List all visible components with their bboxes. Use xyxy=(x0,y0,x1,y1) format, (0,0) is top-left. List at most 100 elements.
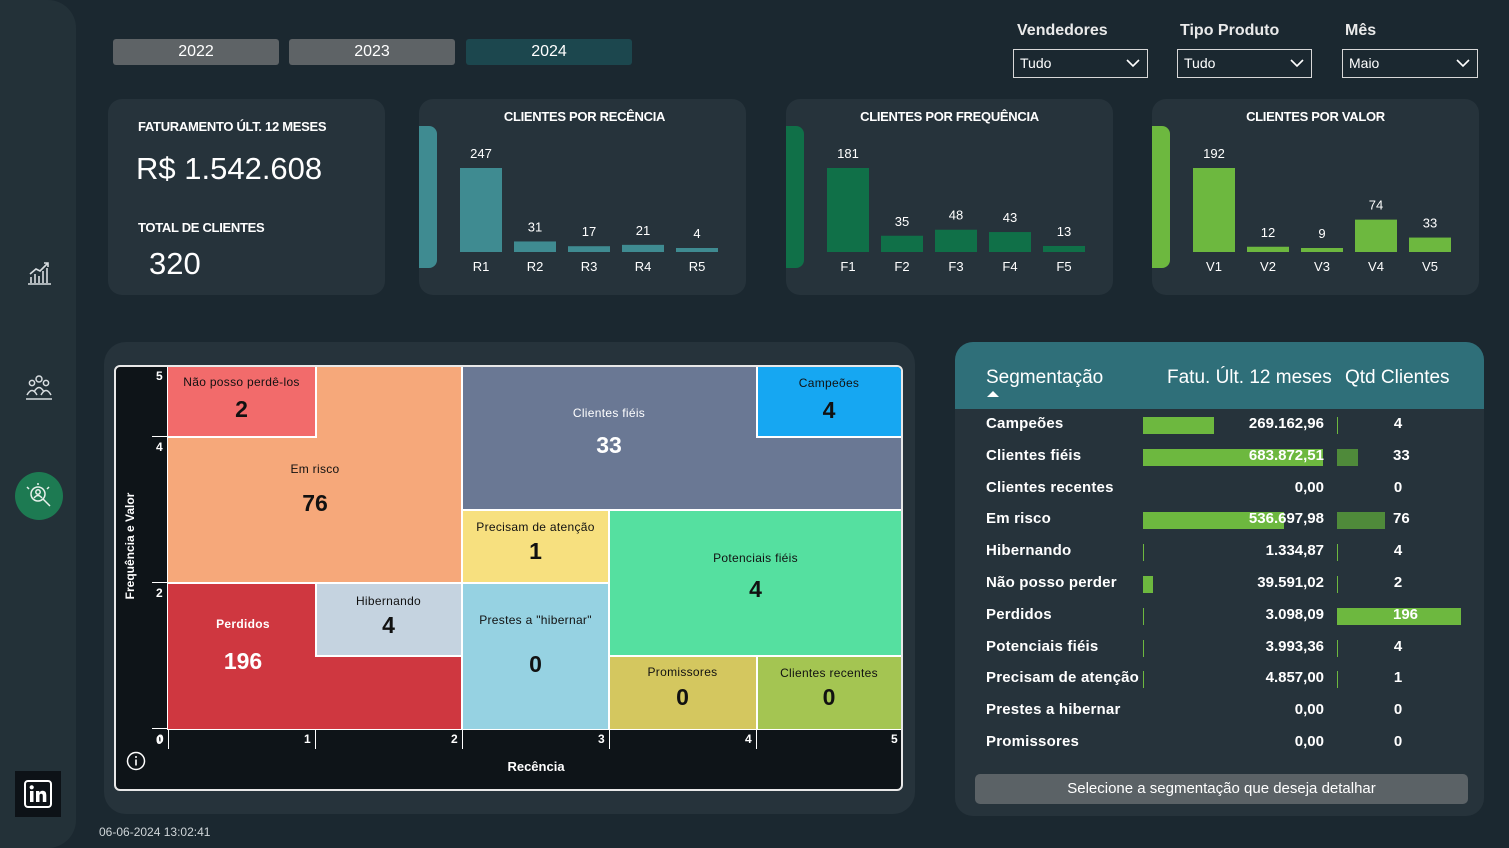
cell-precisam-atencao[interactable]: Precisam de atenção 1 xyxy=(462,510,609,583)
segment-name: Perdidos xyxy=(986,605,1052,623)
bar-f4[interactable] xyxy=(989,232,1031,252)
revenue-bar xyxy=(1143,512,1285,530)
cell-value: 0 xyxy=(529,651,542,677)
bar-r3[interactable] xyxy=(568,246,610,252)
cell-name: Potenciais fiéis xyxy=(713,551,798,565)
cell-hibernando[interactable]: Hibernando 4 xyxy=(315,583,462,656)
qty-value: 4 xyxy=(1393,542,1403,560)
chart-growth-icon[interactable] xyxy=(22,256,56,290)
x-tick-label: 3 xyxy=(598,732,605,746)
bar-r4[interactable] xyxy=(622,244,664,252)
vendedores-dropdown[interactable]: Tudo xyxy=(1013,49,1148,78)
cell-name: Campeões xyxy=(798,376,860,390)
bar-f1[interactable] xyxy=(827,168,869,252)
table-row[interactable]: Potenciais fiéis 3.993,36 4 xyxy=(955,632,1484,662)
x-tick-mark xyxy=(315,729,316,749)
y-tick-mark xyxy=(152,436,168,437)
cell-value: 4 xyxy=(822,397,836,423)
filter-mes: Mês Maio xyxy=(1342,20,1478,78)
chart-title: CLIENTES POR RECÊNCIA xyxy=(503,109,666,124)
cell-clientes-recentes[interactable]: Clientes recentes 0 xyxy=(756,656,901,729)
table-header: Segmentação Fatu. Últ. 12 meses Qtd Clie… xyxy=(955,342,1484,409)
bar-data-label: 74 xyxy=(1369,198,1383,213)
table-row[interactable]: Promissores 0,00 0 xyxy=(955,727,1484,757)
table-row[interactable]: Perdidos 3.098,09 196 xyxy=(955,600,1484,630)
select-segment-button[interactable]: Selecione a segmentação que deseja detal… xyxy=(975,774,1468,804)
mes-dropdown[interactable]: Maio xyxy=(1342,49,1478,78)
bar-data-label: 192 xyxy=(1203,146,1225,161)
header-segmentacao[interactable]: Segmentação xyxy=(986,367,1104,388)
customer-search-icon[interactable] xyxy=(15,472,63,520)
cell-campeoes[interactable]: Campeões 4 xyxy=(756,367,901,437)
cell-potenciais-fieis[interactable]: Potenciais fiéis 4 xyxy=(609,510,901,656)
year-button-2024[interactable]: 2024 xyxy=(466,39,632,65)
cell-em-risco-top[interactable] xyxy=(315,367,462,437)
bar-data-label: 35 xyxy=(895,214,909,229)
category-tick-label: F2 xyxy=(894,259,909,274)
category-tick-label: R3 xyxy=(581,259,598,274)
x-tick-label: 4 xyxy=(745,732,752,746)
year-button-2023[interactable]: 2023 xyxy=(289,39,455,65)
revenue-bar xyxy=(1143,417,1214,434)
cell-clientes-fieis[interactable]: Clientes fiéis 33 xyxy=(462,367,756,510)
bar-r5[interactable] xyxy=(676,248,718,252)
cell-nao-posso-perder[interactable]: Não posso perdê-los 2 xyxy=(168,367,315,437)
table-row[interactable]: Clientes fiéis 683.872,51 33 xyxy=(955,441,1484,471)
bar-v3[interactable] xyxy=(1301,248,1343,252)
segment-name: Campeões xyxy=(986,415,1064,432)
rfm-matrix: Não posso perdê-los 2 Em risco 76 Client… xyxy=(114,365,903,791)
qty-value: 33 xyxy=(1393,446,1410,464)
revenue-value: R$ 1.542.608 xyxy=(136,151,323,186)
timestamp: 06-06-2024 13:02:41 xyxy=(99,825,211,839)
cell-border xyxy=(609,655,901,657)
qty-value: 1 xyxy=(1393,669,1403,687)
recency-chart: 247 R1 31 R2 17 R3 21 R4 4 R5 xyxy=(419,126,718,274)
category-tick-label: F4 xyxy=(1002,259,1017,274)
bar-f5[interactable] xyxy=(1043,245,1085,252)
table-row[interactable]: Em risco 536.697,98 76 xyxy=(955,504,1484,534)
x-tick-mark xyxy=(756,729,757,749)
dropdown-value: Tudo xyxy=(1184,55,1216,71)
cell-clientes-fieis-ext[interactable] xyxy=(756,437,901,510)
cell-border xyxy=(462,509,901,511)
category-tick-label: R1 xyxy=(473,259,490,274)
info-icon[interactable] xyxy=(126,751,146,771)
qty-value: 76 xyxy=(1393,510,1410,528)
bar-v2[interactable] xyxy=(1247,246,1289,252)
cell-prestes-hibernar[interactable]: Prestes a "hibernar" 0 xyxy=(462,583,609,729)
header-faturamento[interactable]: Fatu. Últ. 12 meses xyxy=(1167,367,1332,388)
table-row[interactable]: Precisam de atenção 4.857,00 1 xyxy=(955,663,1484,693)
cell-em-risco[interactable]: Em risco 76 xyxy=(168,437,462,583)
bar-f2[interactable] xyxy=(881,235,923,252)
segment-name: Em risco xyxy=(986,510,1051,528)
chart-accent-tab xyxy=(419,126,437,268)
bar-r2[interactable] xyxy=(514,241,556,252)
category-tick-label: R2 xyxy=(527,259,544,274)
table-row[interactable]: Prestes a hibernar 0,00 0 xyxy=(955,695,1484,725)
bar-v1[interactable] xyxy=(1193,168,1235,252)
cell-value: 4 xyxy=(749,576,762,602)
cell-name: Em risco xyxy=(290,462,340,476)
table-row[interactable]: Campeões 269.162,96 4 xyxy=(955,409,1484,439)
table-row[interactable]: Não posso perder 39.591,02 2 xyxy=(955,568,1484,598)
revenue-value: 536.697,98 xyxy=(1248,510,1324,528)
dropdown-value: Tudo xyxy=(1020,55,1052,71)
linkedin-icon[interactable] xyxy=(15,771,61,817)
category-tick-label: V5 xyxy=(1422,259,1438,274)
table-row[interactable]: Clientes recentes 0,00 0 xyxy=(955,473,1484,503)
bar-v5[interactable] xyxy=(1409,237,1451,252)
bar-f3[interactable] xyxy=(935,229,977,252)
dropdown-value: Maio xyxy=(1349,55,1380,71)
kpi-card: FATURAMENTO ÚLT. 12 MESES R$ 1.542.608 T… xyxy=(108,99,385,295)
bar-v4[interactable] xyxy=(1355,219,1397,252)
cell-promissores[interactable]: Promissores 0 xyxy=(609,656,756,729)
header-qtd-clientes[interactable]: Qtd Clientes xyxy=(1345,367,1450,388)
cell-value: 0 xyxy=(676,684,689,710)
team-icon[interactable] xyxy=(22,370,56,404)
table-row[interactable]: Hibernando 1.334,87 4 xyxy=(955,536,1484,566)
qty-value: 0 xyxy=(1393,701,1403,719)
year-button-2022[interactable]: 2022 xyxy=(113,39,279,65)
filter-label: Vendedores xyxy=(1017,22,1108,39)
bar-r1[interactable] xyxy=(460,168,502,252)
tipo-produto-dropdown[interactable]: Tudo xyxy=(1177,49,1312,78)
